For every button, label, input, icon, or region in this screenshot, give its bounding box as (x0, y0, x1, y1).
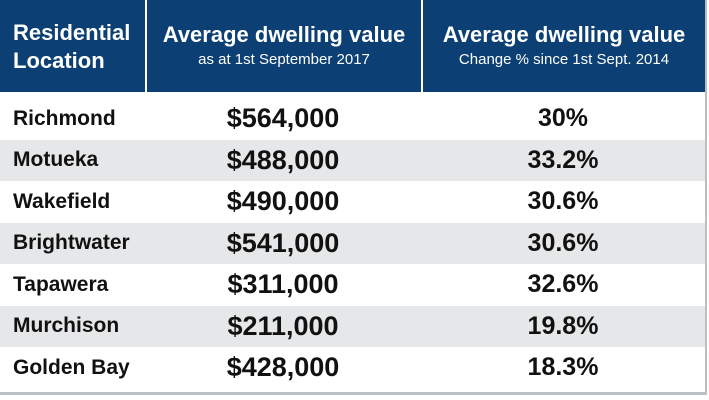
table-header: Residential Location Average dwelling va… (0, 0, 705, 92)
change-cell: 33.2% (527, 145, 599, 174)
location-cell: Motueka (13, 148, 99, 172)
header-value-subtitle: as at 1st September 2017 (198, 51, 370, 68)
location-cell: Murchison (13, 314, 120, 338)
table-row: Murchison $211,000 19.8% (0, 305, 705, 347)
table-row: Brightwater $541,000 30.6% (0, 222, 705, 264)
value-cell: $311,000 (227, 269, 339, 300)
header-change-title: Average dwelling value (442, 22, 686, 47)
table-body: Richmond $564,000 30% Motueka $488,000 3… (0, 98, 705, 389)
header-location-line-1: Residential (13, 20, 131, 45)
table-row: Tapawera $311,000 32.6% (0, 264, 705, 306)
change-cell: 30.6% (527, 187, 599, 216)
table-row: Wakefield $490,000 30.6% (0, 181, 705, 223)
header-value-title: Average dwelling value (162, 22, 406, 47)
change-cell: 30% (537, 104, 589, 133)
value-cell: $564,000 (226, 103, 340, 134)
change-cell: 19.8% (527, 311, 599, 340)
change-cell: 30.6% (527, 228, 599, 257)
location-cell: Golden Bay (13, 355, 130, 379)
location-cell: Richmond (13, 106, 116, 130)
value-cell: $428,000 (226, 352, 340, 383)
location-cell: Wakefield (13, 189, 111, 213)
value-cell: $541,000 (226, 227, 340, 258)
header-location-line-2: Location (13, 48, 105, 73)
location-cell: Brightwater (13, 231, 130, 255)
change-cell: 18.3% (527, 353, 599, 382)
table-row: Motueka $488,000 33.2% (0, 139, 705, 181)
table-row: Richmond $564,000 30% (0, 98, 705, 140)
value-cell: $490,000 (226, 186, 340, 217)
change-cell: 32.6% (527, 270, 599, 299)
value-cell: $211,000 (227, 310, 339, 341)
header-location: Residential Location (0, 0, 145, 92)
value-cell: $488,000 (226, 144, 340, 175)
table-row: Golden Bay $428,000 18.3% (0, 347, 705, 389)
header-change-subtitle: Change % since 1st Sept. 2014 (458, 51, 670, 68)
header-value: Average dwelling value as at 1st Septemb… (145, 0, 421, 92)
header-change: Average dwelling value Change % since 1s… (421, 0, 705, 92)
location-cell: Tapawera (13, 272, 109, 296)
